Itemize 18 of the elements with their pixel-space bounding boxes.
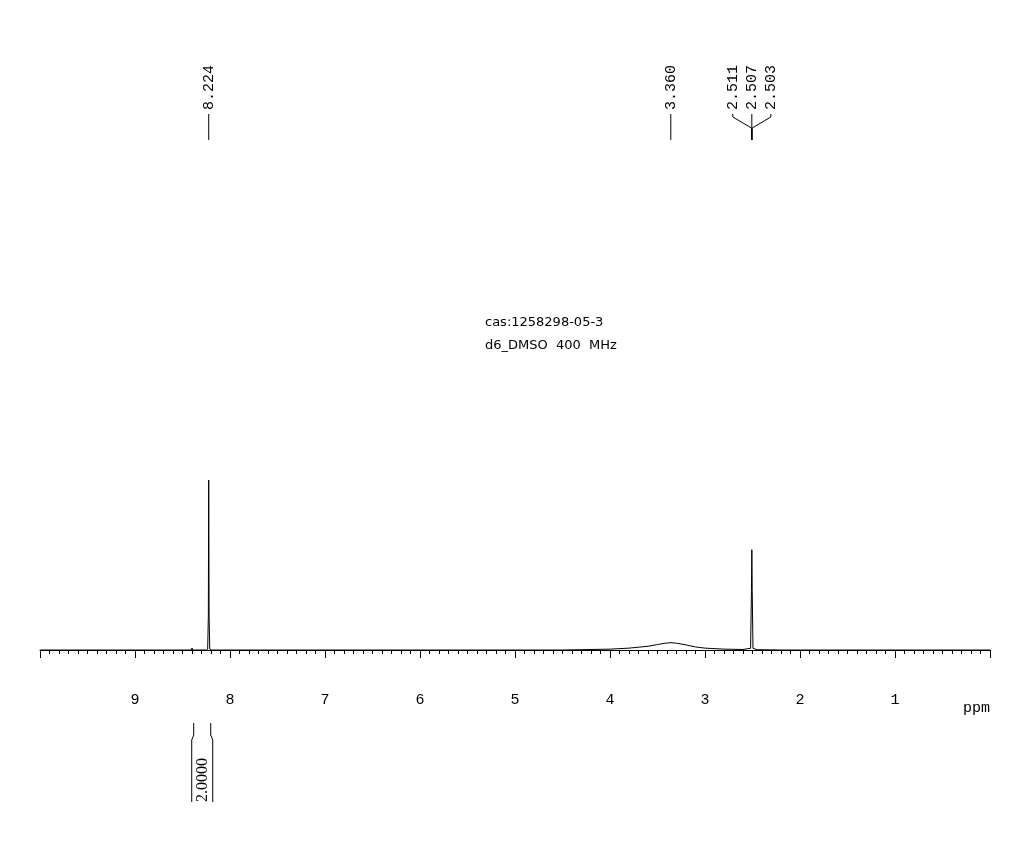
x-tick-label: 1: [890, 692, 900, 709]
text: 8.224: [200, 64, 218, 110]
x-tick-label: 7: [320, 692, 330, 709]
text: 2.503: [762, 64, 780, 110]
x-tick-label: 6: [415, 692, 425, 709]
chart-title: cas:1258298-05-3: [485, 314, 604, 329]
x-tick-label: 5: [510, 692, 520, 709]
x-tick-label: 3: [700, 692, 710, 709]
chart-subtitle: d6_DMSO 400 MHz: [485, 337, 618, 352]
x-tick-label: 2: [795, 692, 805, 709]
x-axis-title: ppm: [962, 700, 990, 717]
text: 2.511: [724, 64, 742, 110]
text: 3.360: [662, 64, 680, 110]
x-tick-label: 4: [605, 692, 615, 709]
text: 2.507: [743, 64, 761, 110]
text: 2.0000: [192, 758, 210, 802]
x-tick-label: 9: [130, 692, 140, 709]
x-tick-label: 8: [225, 692, 235, 709]
